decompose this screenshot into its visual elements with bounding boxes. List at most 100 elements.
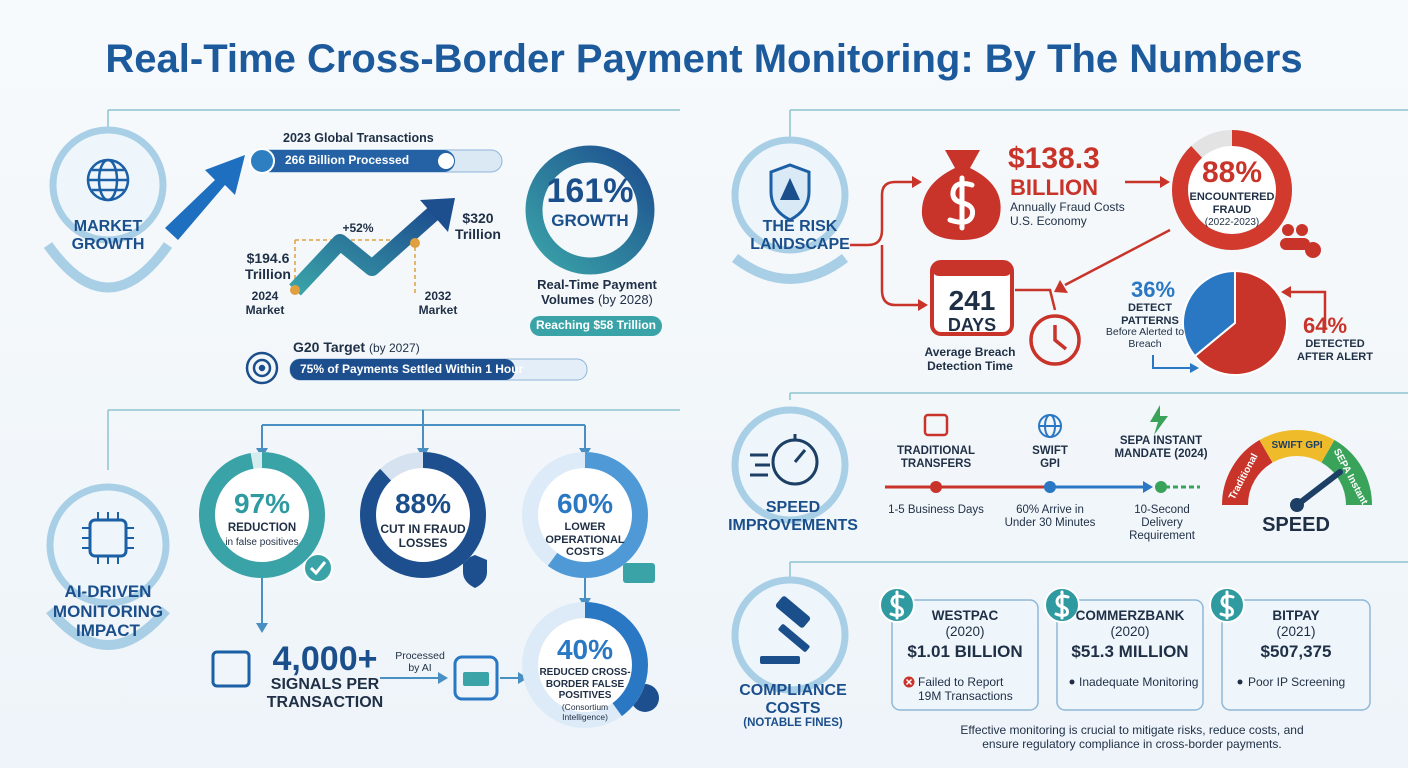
fine-bank: BITPAY [1272,608,1320,623]
stat-title: 2023 Global Transactions [283,131,434,145]
title-note: (by 2027) [369,341,420,355]
pill-text: Reaching $58 Trillion [535,318,657,332]
percent-badge [438,153,454,169]
ring-arc [1172,130,1292,250]
pie-label: DETECTED AFTER ALERT [1297,338,1373,363]
warning-icon [780,178,800,200]
market-label: 2024 Market [245,289,285,317]
pie-label: DETECT PATTERNS [1121,302,1179,327]
stage-detail: 10-Second Delivery Requirement [1129,504,1195,543]
ring-note: (Consortium Intelligence) [561,702,609,722]
pie-value: 64% [1302,313,1348,338]
stopwatch-icon [750,434,819,486]
ring-note: in false positives [225,537,299,548]
gauge-label: SWIFT GPI [1271,440,1322,451]
calendar-small [923,413,949,437]
ring-value: 88% [394,488,452,519]
ring-arc [522,602,648,728]
pie-slice [1182,269,1236,358]
fine-note: Poor IP Screening [1248,675,1346,689]
ring-value: 40% [556,634,614,665]
market-trend [289,206,441,296]
ring-label: LOWER OPERATIONAL COSTS [545,521,625,559]
bar-text: 75% of Payments Settled Within 1 Hour [300,362,524,376]
cost-caption: Annually Fraud Costs U.S. Economy [1010,200,1125,228]
growth-arrow [165,155,245,240]
g20-title: G20 Target (by 2027) [293,339,420,356]
cost-value: $138.3 [1008,142,1100,175]
market-value: $194.6 Trillion [245,250,291,283]
ring-note: (2022-2023) [1204,217,1260,228]
pie-note: Before Alerted to Breach [1105,326,1185,351]
pie-value: 36% [1130,277,1176,302]
ring-arc [360,452,486,578]
breach-caption: Average Breach Detection Time [924,345,1016,373]
section-label: THE RISK LANDSCAPE [750,218,850,254]
fine-year: (2020) [945,624,985,639]
ring-value: 97% [233,488,291,519]
volumes-caption: Real-Time Payment Volumes (by 2028) [522,277,672,308]
globe-badge [249,148,275,174]
ring-value: 161% [546,172,634,210]
signals-label: SIGNALS PER TRANSACTION [266,676,384,712]
stage-name: TRADITIONAL TRANSFERS [897,445,975,471]
cost-unit: BILLION [1010,175,1098,200]
speed-gauge [1222,430,1372,506]
market-value: $320 Trillion [455,210,501,243]
chip-pins [82,512,134,564]
target-icon [245,351,279,385]
transactions-fill [250,150,455,172]
cash-badge [623,563,655,583]
ring-label: ENCOUNTERED FRAUD [1189,191,1275,216]
market-change: +52% [342,221,374,235]
title-bold: G20 Target [293,339,366,355]
hubs [46,126,849,694]
gavel-icon [760,596,811,664]
stage-name: SEPA INSTANT MANDATE (2024) [1114,435,1208,461]
breach-days: 241 [948,285,996,316]
fine-year: (2021) [1276,624,1316,639]
ring-arc [522,452,648,578]
ring-arc [199,452,325,578]
stage-detail: 1-5 Business Days [888,504,984,516]
fine-year: (2020) [1110,624,1150,639]
bar-text: 266 Billion Processed [285,153,410,167]
section-label: SPEED IMPROVEMENTS [728,499,858,535]
gauge-title: SPEED [1262,514,1330,536]
footer-note: Effective monitoring is crucial to mitig… [960,723,1304,751]
stage-name: SWIFT GPI [1032,445,1068,471]
ring-value: 88% [1201,156,1263,189]
ai-connectors [261,410,586,679]
breach-unit: DAYS [947,315,997,335]
section-label: MARKET GROWTH [71,218,145,254]
signal-chip [211,650,251,688]
fine-bank: COMMERZBANK [1075,608,1185,623]
gauge-needle [1294,469,1343,508]
shield-badge [463,555,487,588]
fine-cards [891,599,1371,711]
people-badge [1280,224,1321,258]
risk-arrows [850,180,1327,330]
section-label: AI-DRIVEN MONITORING IMPACT [52,582,164,641]
section-sublabel: (NOTABLE FINES) [743,717,843,729]
globe-small [1038,414,1062,438]
caption-note: (by 2028) [597,291,653,307]
bolt-small [1150,405,1168,435]
fine-note: Inadequate Monitoring [1079,675,1199,689]
ring-label: REDUCED CROSS-BORDER FALSE POSITIVES [539,667,631,701]
fine-bank: WESTPAC [931,608,999,623]
ring-value: 60% [556,488,614,519]
check-badge [303,553,333,583]
ring-label: CUT IN FRAUD LOSSES [380,522,466,550]
phone-icon [453,655,499,701]
fine-amount: $1.01 BILLION [907,642,1023,661]
clock [1029,314,1081,366]
volumes-pill [530,316,662,336]
g20-fill [290,359,515,380]
pie-slice [1193,269,1288,376]
globe-icon [86,158,130,202]
fine-amount: $51.3 MILLION [1071,642,1189,661]
growth-ring [525,145,655,275]
